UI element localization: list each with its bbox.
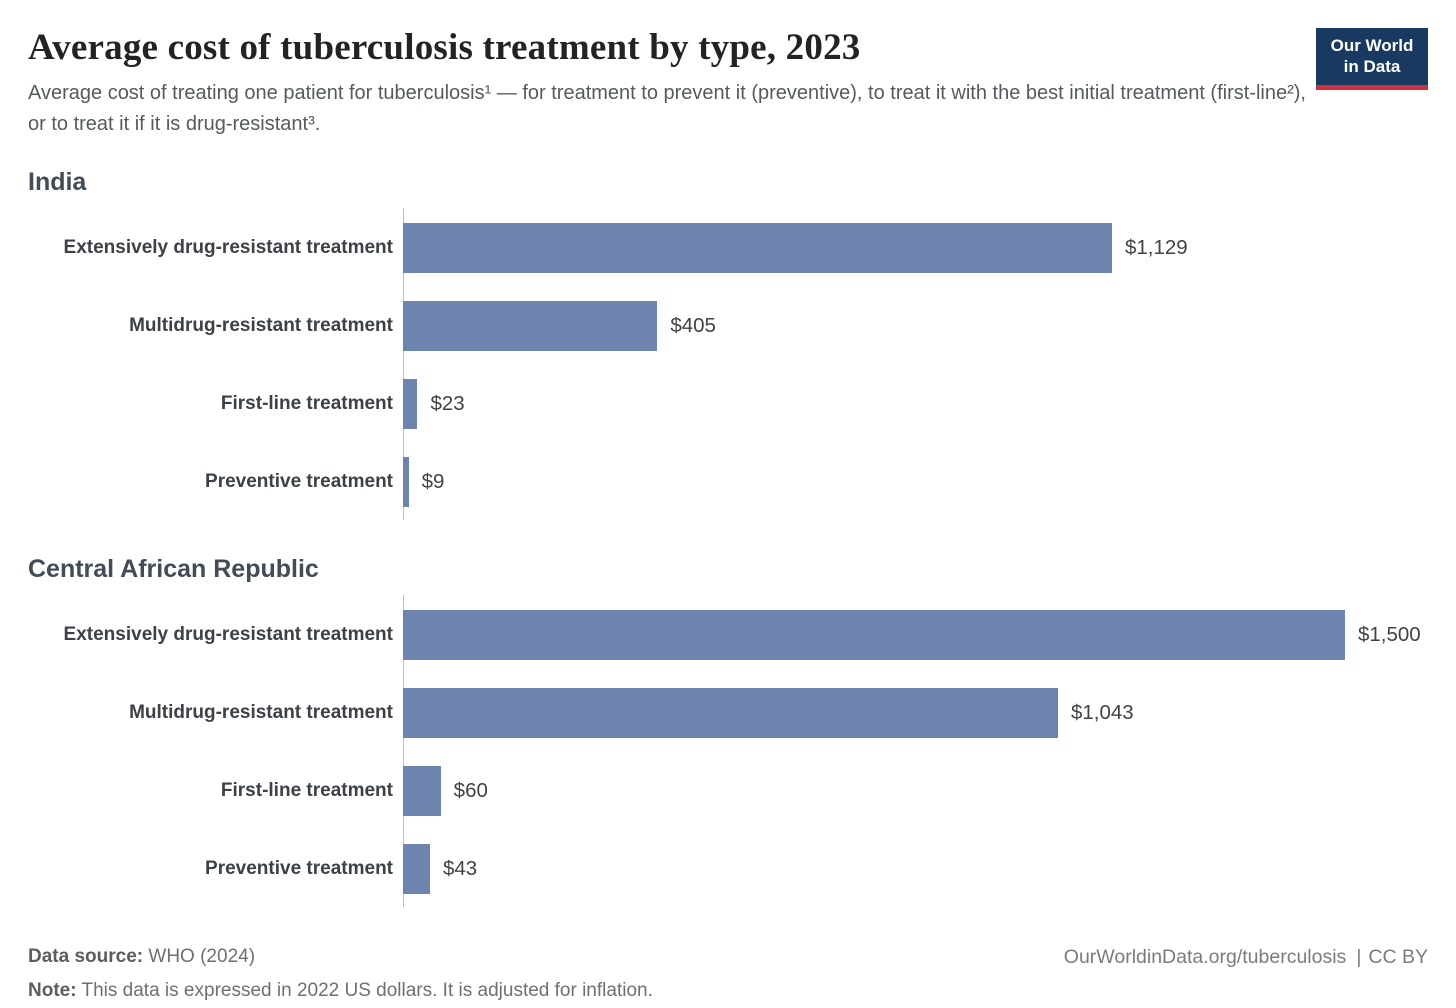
footer-separator: | [1356, 946, 1362, 969]
bar-area: $1,500 [403, 610, 1428, 661]
category-label: Extensively drug-resistant treatment [63, 236, 393, 258]
bar-row: First-line treatment $60 [28, 766, 1428, 817]
bar-area: $1,129 [403, 223, 1428, 274]
footer-license[interactable]: CC BY [1368, 946, 1428, 969]
category-label: Multidrug-resistant treatment [129, 314, 393, 336]
facet-title-india: India [28, 168, 87, 197]
bar-row: Multidrug-resistant treatment $405 [28, 301, 1428, 352]
footer-left: Data source: WHO (2024) Note: This data … [28, 940, 653, 1008]
chart-subtitle: Average cost of treating one patient for… [28, 82, 1306, 136]
note-line: Note: This data is expressed in 2022 US … [28, 974, 653, 1008]
bar-row: Extensively drug-resistant treatment $1,5… [28, 610, 1428, 661]
bars-central-african-republic: Extensively drug-resistant treatment $1,5… [28, 595, 1428, 908]
value-label: $60 [453, 779, 488, 803]
bar[interactable] [403, 688, 1058, 739]
bar-row: Preventive treatment $43 [28, 844, 1428, 895]
category-label: First-line treatment [220, 779, 393, 801]
owid-logo-line1: Our World [1330, 36, 1414, 55]
facet-central-african-republic: Central African Republic Extensively dru… [28, 554, 1428, 908]
bar-row: Multidrug-resistant treatment $1,043 [28, 688, 1428, 739]
value-label: $23 [430, 392, 465, 416]
data-source-value: WHO (2024) [148, 946, 256, 968]
bar-row: First-line treatment $23 [28, 379, 1428, 430]
bar[interactable] [403, 610, 1345, 661]
page-title: Average cost of tuberculosis treatment b… [28, 27, 861, 68]
bar-area: $60 [403, 766, 1428, 817]
value-label: $43 [443, 857, 478, 881]
value-label: $1,500 [1358, 623, 1421, 647]
bar-area: $9 [403, 457, 1428, 508]
owid-logo-line2: in Data [1343, 57, 1401, 76]
data-source-label: Data source: [28, 946, 144, 968]
owid-logo[interactable]: Our World in Data [1316, 28, 1428, 90]
bar[interactable] [403, 766, 441, 817]
bar[interactable] [403, 457, 409, 508]
bar-row: Preventive treatment $9 [28, 457, 1428, 508]
value-label: $1,043 [1071, 701, 1134, 725]
bar[interactable] [403, 844, 430, 895]
value-label: $9 [421, 470, 445, 494]
bar-area: $405 [403, 301, 1428, 352]
category-label: Multidrug-resistant treatment [129, 701, 393, 723]
value-label: $405 [670, 314, 716, 338]
bars-india: Extensively drug-resistant treatment $1,1… [28, 208, 1428, 521]
chart-body: India Extensively drug-resistant treatme… [28, 167, 1428, 908]
category-label: Preventive treatment [205, 470, 393, 492]
category-label: First-line treatment [220, 392, 393, 414]
value-label: $1,129 [1125, 236, 1188, 260]
chart-header: Average cost of tuberculosis treatment b… [28, 24, 1428, 140]
note-label: Note: [28, 980, 77, 1002]
bar-area: $23 [403, 379, 1428, 430]
bar[interactable] [403, 301, 658, 352]
bar[interactable] [403, 379, 418, 430]
footer-link[interactable]: OurWorldinData.org/tuberculosis [1063, 946, 1347, 969]
footer-right: OurWorldinData.org/tuberculosis | CC BY [1064, 940, 1428, 974]
bar-area: $1,043 [403, 688, 1428, 739]
bar[interactable] [403, 223, 1112, 274]
note-value: This data is expressed in 2022 US dollar… [81, 980, 653, 1002]
facet-title-central-african-republic: Central African Republic [28, 555, 319, 584]
category-label: Preventive treatment [205, 857, 393, 879]
category-label: Extensively drug-resistant treatment [63, 623, 393, 645]
facet-india: India Extensively drug-resistant treatme… [28, 167, 1428, 521]
chart-footer: Data source: WHO (2024) Note: This data … [28, 940, 1428, 1008]
bar-row: Extensively drug-resistant treatment $1,1… [28, 223, 1428, 274]
bar-area: $43 [403, 844, 1428, 895]
data-source-line: Data source: WHO (2024) [28, 940, 653, 974]
